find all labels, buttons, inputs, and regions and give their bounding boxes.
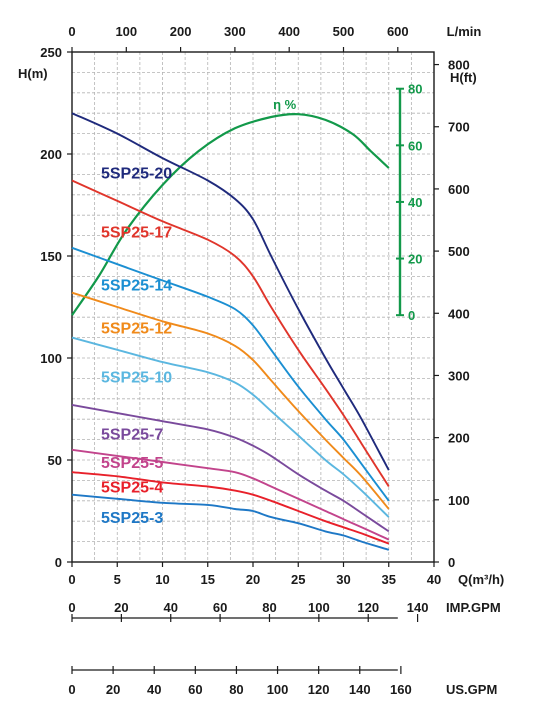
gpm-scale-label: IMP.GPM bbox=[446, 600, 501, 615]
x-tick-label: 10 bbox=[155, 572, 169, 587]
series-label-5SP25-20: 5SP25-20 bbox=[101, 165, 172, 182]
gpm-tick-label: 160 bbox=[390, 682, 412, 697]
y-tick-label: 250 bbox=[40, 45, 62, 60]
top-tick-label: 300 bbox=[224, 24, 246, 39]
series-label-5SP25-10: 5SP25-10 bbox=[101, 369, 172, 386]
head-curve-5SP25-14 bbox=[71, 246, 390, 502]
gpm-tick-label: 60 bbox=[213, 600, 227, 615]
gpm-tick-label: 40 bbox=[164, 600, 178, 615]
y-tick-label: 150 bbox=[40, 249, 62, 264]
efficiency-tick-label: 20 bbox=[408, 252, 422, 267]
top-tick-label: 500 bbox=[333, 24, 355, 39]
right-tick-label: 400 bbox=[448, 306, 470, 321]
right-axis-label: H(ft) bbox=[450, 70, 477, 85]
efficiency-tick-label: 0 bbox=[408, 308, 415, 323]
grid-layer bbox=[72, 52, 434, 562]
head-curve-5SP25-10 bbox=[71, 336, 390, 518]
bottom-scales-layer: 0 20 40 60 80 100 120 140 IMP.GPM 0 20 40 60 80 100 120… bbox=[68, 600, 500, 697]
right-tick-label: 700 bbox=[448, 120, 470, 135]
axes-layer: 0 5 10 15 20 25 30 35 40 Q(m³/h)0 100 200 300 400 500 6… bbox=[18, 24, 504, 587]
curves-layer bbox=[71, 112, 390, 551]
head-curve-5SP25-12 bbox=[71, 291, 390, 510]
series-label-5SP25-17: 5SP25-17 bbox=[101, 225, 172, 242]
series-labels-layer: 5SP25-20 5SP25-17 5SP25-14 5SP25-12 5SP25-10… bbox=[101, 165, 172, 527]
y-axis-label: H(m) bbox=[18, 66, 48, 81]
x-axis-label: Q(m³/h) bbox=[458, 572, 504, 587]
x-tick-label: 5 bbox=[114, 572, 121, 587]
right-tick-label: 200 bbox=[448, 431, 470, 446]
head-curve-5SP25-3 bbox=[71, 493, 390, 551]
x-tick-label: 40 bbox=[427, 572, 441, 587]
head-curve-5SP25-5 bbox=[71, 448, 390, 541]
gpm-tick-label: 40 bbox=[147, 682, 161, 697]
series-label-5SP25-3: 5SP25-3 bbox=[101, 510, 163, 527]
series-label-5SP25-5: 5SP25-5 bbox=[101, 455, 163, 472]
y-tick-label: 0 bbox=[55, 555, 62, 570]
gpm-tick-label: 100 bbox=[308, 600, 330, 615]
head-curve-5SP25-20 bbox=[71, 112, 390, 471]
series-label-5SP25-4: 5SP25-4 bbox=[101, 480, 163, 497]
right-tick-label: 800 bbox=[448, 58, 470, 73]
gpm-tick-label: 120 bbox=[308, 682, 330, 697]
right-tick-label: 0 bbox=[448, 555, 455, 570]
head-curve-5SP25-7 bbox=[71, 403, 390, 533]
x-tick-label: 35 bbox=[382, 572, 396, 587]
gpm-tick-label: 80 bbox=[262, 600, 276, 615]
gpm-tick-label: 100 bbox=[267, 682, 289, 697]
right-tick-label: 100 bbox=[448, 493, 470, 508]
top-tick-label: 100 bbox=[115, 24, 137, 39]
efficiency-tick-label: 60 bbox=[408, 138, 422, 153]
top-tick-label: 600 bbox=[387, 24, 409, 39]
x-tick-label: 20 bbox=[246, 572, 260, 587]
y-tick-label: 200 bbox=[40, 147, 62, 162]
gpm-tick-label: 120 bbox=[357, 600, 379, 615]
efficiency-curve-label: η % bbox=[273, 97, 297, 112]
top-tick-label: 0 bbox=[68, 24, 75, 39]
gpm-tick-label: 60 bbox=[188, 682, 202, 697]
series-label-5SP25-14: 5SP25-14 bbox=[101, 278, 172, 295]
right-tick-label: 600 bbox=[448, 182, 470, 197]
head-curve-5SP25-4 bbox=[71, 471, 390, 545]
right-tick-label: 300 bbox=[448, 368, 470, 383]
y-tick-label: 50 bbox=[48, 453, 62, 468]
x-tick-label: 25 bbox=[291, 572, 305, 587]
top-axis-label: L/min bbox=[447, 24, 482, 39]
top-tick-label: 400 bbox=[278, 24, 300, 39]
gpm-tick-label: 0 bbox=[68, 600, 75, 615]
gpm-tick-label: 0 bbox=[68, 682, 75, 697]
head-curve-5SP25-17 bbox=[71, 179, 390, 488]
right-tick-label: 500 bbox=[448, 244, 470, 259]
efficiency-layer: 0 20 40 60 80 η % bbox=[71, 82, 422, 323]
gpm-tick-label: 140 bbox=[407, 600, 429, 615]
series-label-5SP25-7: 5SP25-7 bbox=[101, 427, 163, 444]
efficiency-curve bbox=[71, 112, 390, 316]
x-tick-label: 30 bbox=[336, 572, 350, 587]
x-tick-label: 15 bbox=[201, 572, 215, 587]
y-tick-label: 100 bbox=[40, 351, 62, 366]
gpm-tick-label: 20 bbox=[114, 600, 128, 615]
gpm-tick-label: 20 bbox=[106, 682, 120, 697]
efficiency-tick-label: 40 bbox=[408, 195, 422, 210]
efficiency-tick-label: 80 bbox=[408, 82, 422, 97]
gpm-tick-label: 140 bbox=[349, 682, 371, 697]
x-tick-label: 0 bbox=[68, 572, 75, 587]
top-tick-label: 200 bbox=[170, 24, 192, 39]
gpm-tick-label: 80 bbox=[229, 682, 243, 697]
series-label-5SP25-12: 5SP25-12 bbox=[101, 321, 172, 338]
gpm-scale-label: US.GPM bbox=[446, 682, 497, 697]
